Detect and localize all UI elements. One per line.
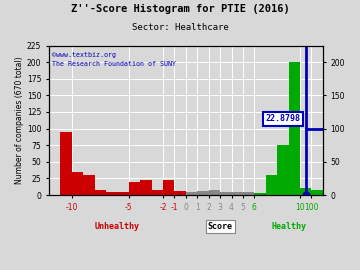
Bar [209,190,220,195]
Bar [266,175,277,195]
Bar [255,193,266,195]
Bar [140,180,152,195]
Bar [60,132,72,195]
Text: Sector: Healthcare: Sector: Healthcare [132,23,228,32]
Text: Healthy: Healthy [271,222,306,231]
Bar [186,193,197,195]
Bar [83,175,95,195]
Bar [95,190,106,195]
Bar [231,192,243,195]
Bar [197,191,209,195]
Y-axis label: Number of companies (670 total): Number of companies (670 total) [15,56,24,184]
Text: Z''-Score Histogram for PTIE (2016): Z''-Score Histogram for PTIE (2016) [71,4,289,14]
Bar [300,188,311,195]
Bar [175,191,186,195]
Text: ©www.textbiz.org: ©www.textbiz.org [52,52,116,58]
Bar [106,192,117,195]
Bar [289,62,300,195]
Text: The Research Foundation of SUNY: The Research Foundation of SUNY [52,61,176,67]
Bar [129,182,140,195]
Bar [220,192,231,195]
Bar [152,190,163,195]
Bar [163,180,175,195]
Bar [72,172,83,195]
Bar [243,193,255,195]
Text: 22.8798: 22.8798 [265,114,300,123]
Bar [277,145,289,195]
Bar [117,193,129,195]
Text: Score: Score [208,222,233,231]
Text: Unhealthy: Unhealthy [95,222,140,231]
Bar [311,190,323,195]
